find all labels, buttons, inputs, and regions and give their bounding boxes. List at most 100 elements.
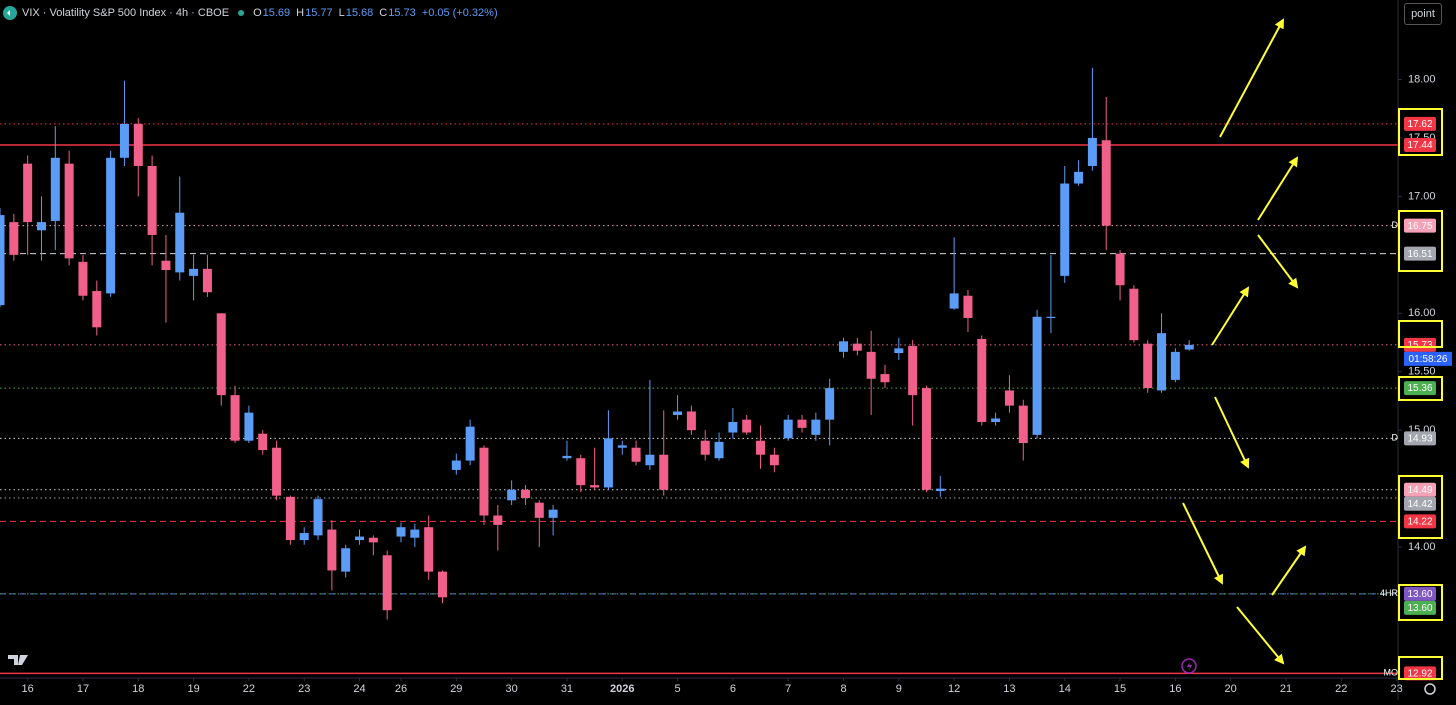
price-label: 17.62 — [1407, 119, 1432, 130]
x-tick-label: 31 — [561, 683, 573, 695]
candle-body — [769, 454, 779, 466]
x-tick-label: 14 — [1059, 683, 1071, 695]
candle-body — [382, 555, 392, 611]
candle-body — [0, 215, 5, 306]
candle-body — [1032, 316, 1042, 435]
price-label: 17.44 — [1407, 140, 1432, 151]
price-change: +0.05 (+0.32%) — [422, 7, 498, 19]
x-tick-label: 7 — [785, 683, 791, 695]
candle-body — [1115, 253, 1125, 286]
x-tick-label: 16 — [1169, 683, 1181, 695]
ohlc-key: O — [253, 7, 262, 19]
candle-body — [285, 496, 295, 541]
ohlc-key: C — [379, 7, 387, 19]
candle-body — [396, 527, 406, 537]
candle-body — [410, 529, 420, 538]
level-tag: 4HR — [1380, 588, 1399, 598]
x-tick-label: 20 — [1225, 683, 1237, 695]
highlight-box — [1398, 475, 1443, 539]
x-tick-label: 30 — [506, 683, 518, 695]
candle-body — [562, 455, 572, 459]
price-label: 13.60 — [1407, 589, 1432, 600]
x-tick-label: 22 — [1335, 683, 1347, 695]
highlight-box — [1398, 320, 1443, 348]
candle-body — [202, 268, 212, 293]
x-tick-label: 18 — [132, 683, 144, 695]
x-tick-label: 26 — [395, 683, 407, 695]
x-tick-label: 5 — [675, 683, 681, 695]
candle-body — [631, 447, 641, 462]
price-label: 14.42 — [1407, 499, 1432, 510]
candle-body — [1157, 333, 1167, 391]
candle-body — [1129, 288, 1139, 341]
arrow — [1219, 18, 1284, 138]
arrow — [1271, 545, 1307, 596]
candle-body — [811, 419, 821, 435]
highlight-box — [1398, 108, 1443, 156]
level-tag: D — [1392, 220, 1399, 230]
price-label: 16.75 — [1407, 221, 1432, 232]
candle-body — [576, 458, 586, 486]
candle-body — [991, 418, 1001, 422]
price-label-box — [1404, 600, 1436, 615]
candle-body — [1143, 343, 1153, 389]
price-label-box — [1404, 337, 1436, 352]
candle-body — [147, 165, 157, 235]
candle-body — [368, 537, 378, 543]
arrow — [1182, 502, 1223, 585]
price-label: 15.36 — [1407, 383, 1432, 394]
settings-icon[interactable] — [1424, 683, 1436, 695]
candle-body — [341, 548, 351, 572]
ohlc-value: 15.68 — [346, 7, 374, 19]
candle-body — [1018, 405, 1028, 444]
candle-body — [9, 222, 19, 255]
candle-body — [1087, 137, 1097, 166]
candle-body — [949, 293, 959, 309]
candle-body — [783, 419, 793, 439]
x-tick-label: 16 — [22, 683, 34, 695]
candle-body — [479, 447, 489, 516]
candle-body — [437, 571, 447, 598]
price-label-box — [1404, 381, 1436, 396]
price-label-box — [1404, 137, 1436, 152]
candle-body — [1101, 140, 1111, 226]
highlight-box — [1398, 376, 1443, 401]
candle-body — [507, 489, 517, 501]
price-label: 13.60 — [1407, 603, 1432, 614]
candle-body — [714, 441, 724, 459]
ohlc-value: 15.69 — [263, 7, 291, 19]
arrow — [1236, 606, 1285, 665]
candle-body — [119, 123, 129, 158]
candle-body — [686, 411, 696, 431]
candle-body — [1184, 344, 1194, 350]
candle-body — [1060, 183, 1070, 276]
candle-body — [355, 536, 365, 541]
point-button[interactable]: point — [1404, 3, 1442, 25]
price-label: 14.22 — [1407, 516, 1432, 527]
candle-body — [935, 488, 945, 491]
candle-body — [880, 374, 890, 383]
x-tick-label: 23 — [1390, 683, 1402, 695]
arrow — [1257, 156, 1299, 221]
y-tick-label: 14.00 — [1408, 541, 1436, 553]
candle-body — [520, 489, 530, 498]
price-label: 16.51 — [1407, 249, 1432, 260]
candle-body — [963, 295, 973, 318]
x-tick-label: 17 — [77, 683, 89, 695]
candle-body — [797, 419, 807, 428]
candle-body — [894, 348, 904, 354]
candle-body — [161, 260, 171, 271]
logo — [8, 655, 28, 665]
candle-body — [1004, 390, 1014, 406]
candle-body — [534, 502, 544, 518]
price-label-box — [1404, 666, 1436, 681]
x-tick-label: 8 — [840, 683, 846, 695]
countdown: 01:58:26 — [1409, 354, 1448, 365]
candle-body — [742, 419, 752, 433]
candle-body — [548, 509, 558, 518]
price-label-box — [1404, 218, 1436, 233]
candle-body — [313, 499, 323, 536]
x-tick-label: 21 — [1280, 683, 1292, 695]
candle-body — [175, 212, 185, 273]
price-label: 14.49 — [1407, 485, 1432, 496]
